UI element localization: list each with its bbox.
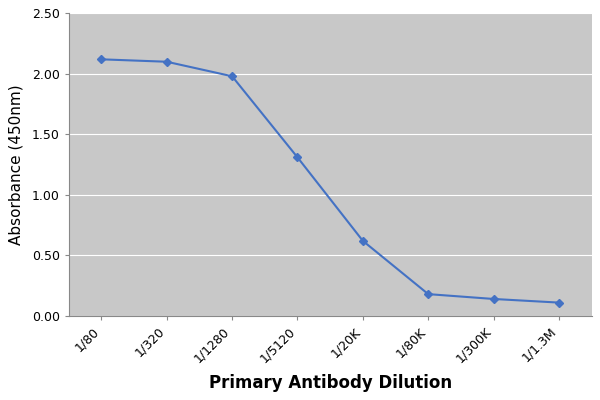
Y-axis label: Absorbance (450nm): Absorbance (450nm) <box>8 84 23 245</box>
X-axis label: Primary Antibody Dilution: Primary Antibody Dilution <box>209 374 452 392</box>
